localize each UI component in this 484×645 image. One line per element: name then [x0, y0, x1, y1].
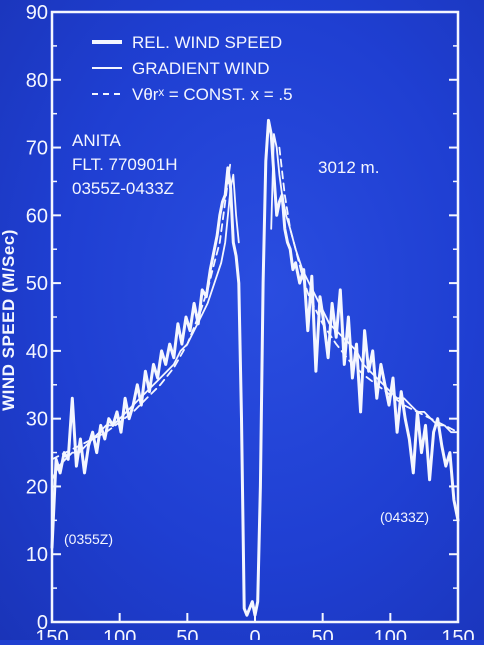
- rel-wind-speed-line: [50, 118, 460, 617]
- altitude-label: 3012 m.: [318, 158, 379, 177]
- y-tick-label: 30: [26, 409, 48, 431]
- y-tick-label: 60: [26, 205, 48, 227]
- time-range-label: 0355Z-0433Z: [72, 179, 174, 198]
- y-tick-label: 70: [26, 138, 48, 160]
- y-tick-label: 40: [26, 341, 48, 363]
- flight-label: FLT. 770901H: [72, 155, 178, 174]
- x-tick-label: 100: [374, 627, 407, 640]
- series-layer: [50, 118, 460, 617]
- y-tick-label: 90: [26, 2, 48, 24]
- gradient-wind-line: [270, 133, 459, 434]
- legend-label: Vθrˣ = CONST. x = .5: [132, 85, 293, 104]
- y-tick-label: 50: [26, 273, 48, 295]
- y-tick-label: 80: [26, 70, 48, 92]
- start-time-label: (0355Z): [64, 531, 113, 547]
- x-tick-label: 0: [249, 627, 260, 640]
- legend: REL. WIND SPEED GRADIENT WIND Vθrˣ = CONST…: [92, 33, 293, 104]
- legend-label: GRADIENT WIND: [132, 59, 270, 78]
- x-tick-label: 150: [35, 627, 68, 640]
- annotations: ANITA FLT. 770901H 0355Z-0433Z 3012 m. (…: [64, 131, 429, 547]
- x-tick-label: 150: [441, 627, 474, 640]
- legend-label: REL. WIND SPEED: [132, 33, 282, 52]
- y-tick-label: 10: [26, 544, 48, 566]
- vtheta-const-line: [51, 160, 232, 461]
- x-tick-label: 50: [312, 627, 334, 640]
- y-tick-label: 20: [26, 476, 48, 498]
- storm-name-label: ANITA: [72, 131, 121, 150]
- axes: 0 10 20 30 40 50 60 70 80 90 150 100 50 0 50 100 150: [26, 2, 475, 645]
- gradient-wind-line: [51, 173, 240, 481]
- end-time-label: (0433Z): [380, 509, 429, 525]
- x-tick-label: 100: [103, 627, 136, 640]
- y-tick-label: 0: [37, 612, 48, 634]
- y-axis-label: WIND SPEED (M/Sec): [0, 229, 18, 411]
- x-tick-label: 50: [176, 627, 198, 640]
